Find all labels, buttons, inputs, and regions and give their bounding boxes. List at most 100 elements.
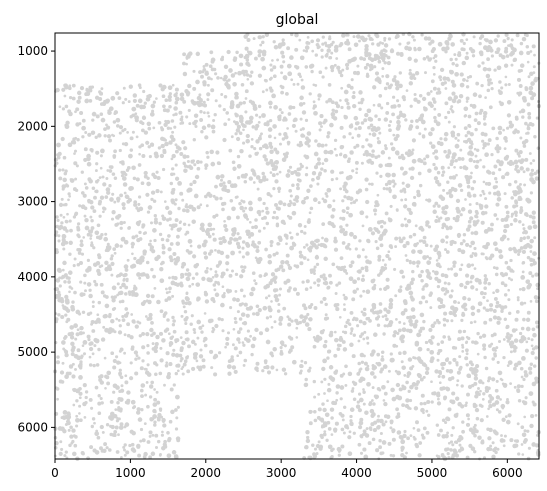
data-point: [290, 171, 295, 175]
data-point: [383, 307, 388, 312]
data-point: [391, 428, 396, 433]
data-point: [237, 70, 242, 76]
data-point: [529, 263, 534, 267]
data-point: [164, 141, 169, 147]
data-point: [384, 49, 388, 53]
data-point: [68, 111, 73, 117]
y-tick-label: 2000: [17, 119, 48, 133]
data-point: [397, 155, 402, 160]
data-point: [244, 69, 248, 74]
data-point: [242, 209, 246, 213]
data-point: [533, 236, 537, 240]
data-point: [444, 433, 449, 439]
data-point: [133, 202, 138, 207]
data-point: [465, 341, 468, 345]
data-point: [113, 110, 119, 115]
data-point: [301, 318, 307, 324]
data-point: [290, 78, 294, 82]
data-point: [513, 210, 518, 215]
data-point: [77, 95, 82, 100]
data-point: [487, 281, 491, 286]
data-point: [272, 288, 278, 293]
data-point: [468, 150, 473, 155]
data-point: [387, 250, 391, 254]
data-point: [523, 370, 528, 374]
data-point: [193, 331, 197, 334]
data-point: [322, 432, 327, 437]
data-point: [179, 191, 184, 196]
data-point: [387, 123, 391, 128]
data-point: [405, 380, 409, 385]
data-point: [387, 441, 392, 446]
data-point: [58, 105, 62, 109]
data-point: [448, 361, 452, 365]
data-point: [168, 344, 172, 347]
data-point: [245, 73, 250, 77]
data-point: [472, 367, 478, 372]
data-point: [250, 168, 255, 173]
data-point: [243, 358, 248, 363]
data-point: [98, 199, 102, 204]
data-point: [156, 299, 161, 305]
data-point: [283, 372, 288, 376]
data-point: [342, 372, 346, 376]
data-point: [219, 76, 223, 80]
data-point: [203, 312, 207, 315]
data-point: [508, 247, 513, 252]
data-point: [411, 260, 416, 265]
data-point: [167, 332, 171, 336]
data-point: [520, 108, 526, 114]
data-point: [313, 447, 318, 451]
data-point: [461, 345, 465, 349]
data-point: [257, 229, 262, 233]
data-point: [492, 447, 497, 453]
data-point: [317, 407, 322, 412]
data-point: [374, 114, 378, 118]
data-point: [215, 150, 220, 155]
data-point: [300, 78, 304, 82]
data-point: [317, 157, 321, 162]
data-point: [111, 210, 116, 215]
data-point: [487, 376, 492, 381]
data-point: [318, 121, 323, 126]
data-point: [358, 90, 363, 95]
data-point: [236, 232, 240, 236]
data-point: [449, 34, 453, 39]
data-point: [420, 393, 425, 398]
data-point: [175, 394, 180, 400]
data-point: [223, 64, 229, 69]
data-point: [128, 84, 133, 89]
data-point: [366, 238, 371, 243]
data-point: [64, 450, 68, 454]
data-point: [335, 391, 339, 395]
data-point: [381, 315, 385, 318]
data-point: [526, 60, 530, 64]
data-point: [519, 69, 523, 73]
data-point: [292, 105, 296, 110]
data-point: [522, 377, 526, 382]
data-point: [492, 241, 498, 247]
data-point: [146, 440, 151, 444]
data-point: [107, 264, 112, 269]
data-point: [273, 165, 279, 170]
data-point: [117, 330, 123, 335]
data-point: [234, 121, 240, 126]
data-point: [305, 166, 309, 170]
data-point: [222, 137, 227, 143]
data-point: [514, 443, 519, 448]
data-point: [516, 91, 520, 95]
data-point: [99, 396, 103, 401]
data-point: [517, 452, 521, 456]
data-point: [90, 319, 95, 325]
data-point: [131, 263, 137, 269]
data-point: [225, 341, 230, 346]
data-point: [153, 423, 157, 427]
data-point: [444, 101, 449, 106]
data-point: [257, 53, 262, 58]
data-point: [170, 119, 175, 123]
data-point: [209, 227, 213, 232]
data-point: [333, 236, 337, 240]
data-point: [462, 78, 466, 82]
data-point: [329, 122, 334, 128]
data-point: [411, 138, 416, 143]
